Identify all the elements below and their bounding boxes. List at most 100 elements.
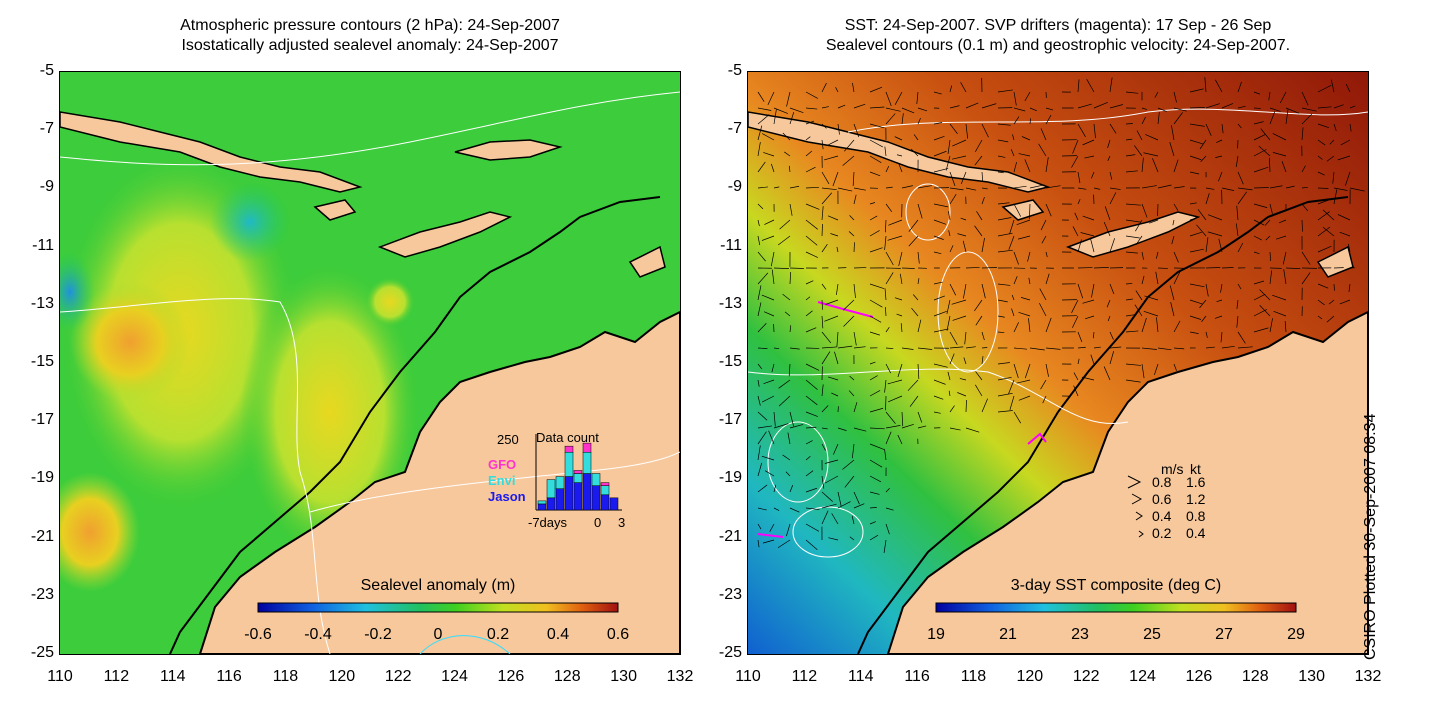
inset-bar	[591, 473, 601, 486]
velocity-vector	[757, 219, 760, 227]
velocity-vector	[1135, 219, 1143, 232]
velocity-vector	[785, 471, 791, 477]
velocity-vector	[1141, 157, 1144, 173]
velocity-vector	[833, 443, 839, 455]
velocity-vector	[901, 185, 913, 189]
velocity-vector	[848, 390, 855, 397]
velocity-vector	[1317, 187, 1329, 189]
velocity-vector	[896, 154, 903, 157]
velocity-vector	[949, 85, 953, 93]
velocity-vector	[1301, 165, 1306, 173]
legend-jason: Jason	[488, 489, 526, 504]
velocity-vector	[952, 315, 967, 321]
velocity-vector	[885, 272, 894, 285]
velocity-vector	[1106, 299, 1111, 308]
velocity-vector	[1170, 302, 1175, 317]
velocity-vector	[951, 155, 967, 160]
velocity-vector	[1143, 152, 1159, 157]
velocity-vector	[805, 166, 816, 173]
colorbar-tick-label: -0.4	[304, 626, 332, 643]
velocity-vector	[888, 219, 903, 226]
y-tick-right: -7	[727, 120, 742, 138]
inset-bar	[582, 442, 592, 453]
anomaly-blob	[60, 472, 140, 592]
y-tick-right: -11	[720, 236, 742, 254]
sumba-island	[1001, 199, 1045, 221]
velocity-vector	[1090, 354, 1095, 365]
velocity-vector	[888, 395, 903, 403]
velocity-vector	[1237, 187, 1253, 191]
velocity-vector	[1349, 123, 1352, 132]
velocity-vector	[832, 171, 839, 187]
velocity-vector	[957, 233, 967, 237]
velocity-vector	[917, 363, 920, 379]
velocity-vector	[1107, 155, 1111, 161]
velocity-vector	[894, 91, 903, 105]
velocity-vector	[1157, 347, 1172, 351]
colorbar-tick-label: -0.2	[364, 626, 392, 643]
x-tick-left: 130	[610, 668, 637, 685]
velocity-vector	[869, 521, 876, 525]
velocity-vector	[1125, 251, 1138, 254]
velocity-vector	[827, 215, 839, 221]
velocity-vector	[960, 171, 967, 184]
velocity-vector	[853, 346, 866, 349]
velocity-vector	[1171, 125, 1175, 141]
velocity-vector	[773, 347, 780, 350]
x-tick-right: 122	[1072, 668, 1100, 685]
velocity-vector	[821, 139, 824, 150]
velocity-vector	[773, 507, 780, 511]
y-tick-right: -19	[718, 469, 742, 487]
y-tick-left: -25	[30, 644, 54, 661]
velocity-vector	[778, 395, 791, 407]
velocity-vector	[1027, 251, 1031, 262]
velocity-vector	[885, 113, 896, 125]
velocity-vector	[1301, 127, 1304, 141]
velocity-vector	[757, 235, 761, 246]
velocity-vector	[853, 187, 866, 191]
velocity-vector	[1009, 219, 1015, 235]
velocity-vector	[1237, 123, 1242, 129]
velocity-vector	[757, 484, 768, 493]
velocity-vector	[885, 523, 890, 535]
velocity-vector	[757, 539, 760, 548]
velocity-vector	[821, 123, 827, 129]
velocity-vector	[1189, 139, 1204, 145]
velocity-vector	[901, 411, 904, 427]
velocity-vector	[933, 395, 944, 400]
velocity-row-1-kt: 1.2	[1186, 491, 1206, 507]
velocity-vector	[1145, 134, 1159, 141]
velocity-vector	[1301, 91, 1309, 106]
velocity-vector	[894, 297, 903, 301]
velocity-vector	[947, 371, 951, 381]
velocity-vector	[757, 125, 763, 141]
velocity-vector	[842, 459, 855, 470]
velocity-vector	[1077, 283, 1084, 299]
velocity-vector	[1173, 186, 1185, 189]
velocity-vector	[848, 231, 855, 237]
velocity-vector	[1125, 219, 1141, 223]
velocity-vector	[997, 249, 1013, 253]
velocity-vector	[1268, 91, 1271, 101]
velocity-vector	[1189, 216, 1200, 221]
velocity-vector	[997, 376, 1012, 381]
legend-gfo: GFO	[488, 457, 516, 472]
velocity-vector	[1349, 105, 1356, 109]
velocity-vector	[837, 491, 842, 507]
velocity-vector	[1103, 366, 1111, 381]
velocity-vector	[1125, 235, 1140, 239]
velocity-vector	[1216, 139, 1223, 143]
velocity-vector	[1151, 235, 1159, 238]
velocity-vector	[1317, 245, 1332, 253]
velocity-vector	[805, 251, 819, 258]
velocity-vector	[805, 296, 811, 301]
velocity-vector	[763, 311, 775, 317]
velocity-vector	[901, 267, 915, 269]
velocity-vector	[786, 91, 791, 107]
velocity-vector	[1253, 134, 1266, 141]
velocity-vector	[1253, 251, 1260, 255]
velocity-vector	[786, 523, 791, 537]
velocity-vector	[962, 240, 967, 253]
velocity-vector	[1029, 203, 1031, 219]
velocity-vector	[1104, 206, 1111, 221]
